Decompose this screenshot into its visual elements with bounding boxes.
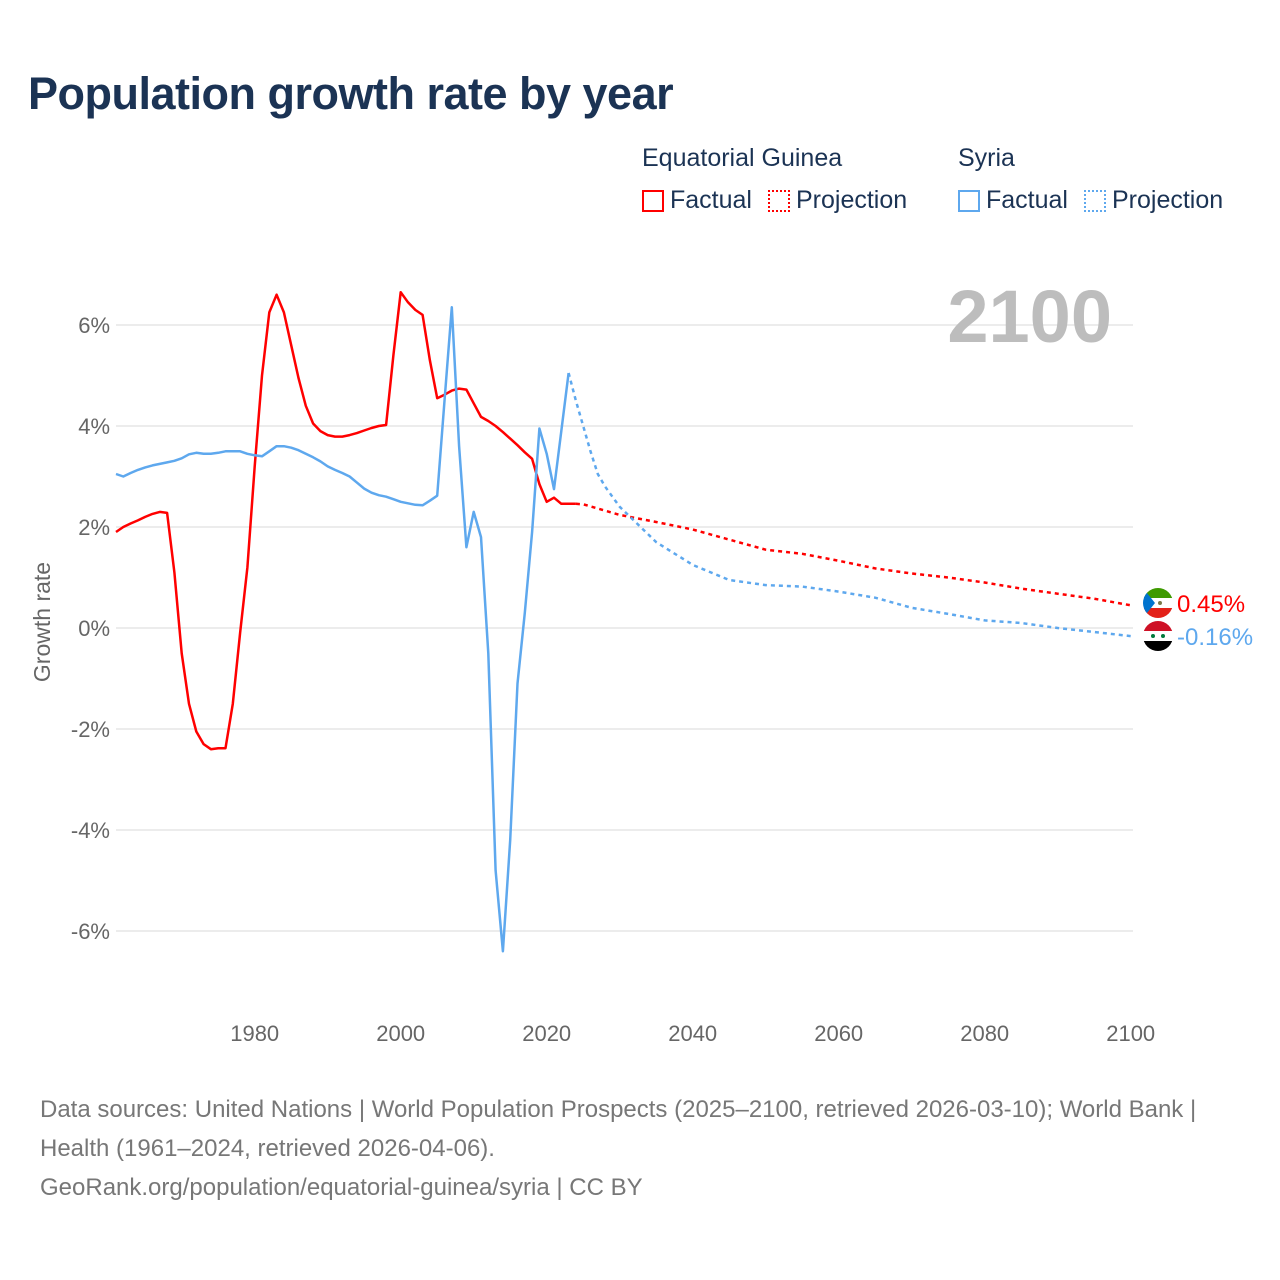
- legend-group-equatorial-guinea: Equatorial Guinea Factual Projection: [642, 144, 907, 215]
- legend-group-name: Equatorial Guinea: [642, 144, 843, 172]
- legend-group-name: Syria: [958, 144, 1015, 172]
- source-line-2[interactable]: GeoRank.org/population/equatorial-guinea…: [40, 1174, 643, 1201]
- y-tick-label: -4%: [71, 818, 110, 843]
- legend-item-syria-factual[interactable]: Factual: [958, 186, 1068, 215]
- equatorial-guinea-projection-line: [575, 502, 1131, 607]
- dotted-swatch-icon: [1083, 189, 1106, 212]
- x-tick-label: 2100: [1106, 1021, 1155, 1046]
- equatorial-guinea-end-value-label: 0.45%: [1177, 591, 1245, 618]
- equatorial-guinea-factual-line: [115, 290, 576, 751]
- y-tick-label: -2%: [71, 717, 110, 742]
- y-tick-label: 0%: [78, 616, 110, 641]
- y-tick-label: -6%: [71, 919, 110, 944]
- y-tick-label: 6%: [78, 313, 110, 338]
- legend-label: Projection: [1111, 186, 1224, 214]
- legend-item-eg-factual[interactable]: Factual: [642, 186, 752, 215]
- source-line-1: Data sources: United Nations | World Pop…: [40, 1096, 1197, 1162]
- syria-projection-line: [567, 372, 1131, 638]
- syria-end-value-label: -0.16%: [1177, 624, 1253, 651]
- solid-swatch-icon: [958, 189, 980, 212]
- legend-item-syria-projection[interactable]: Projection: [1083, 186, 1224, 215]
- x-tick-label: 1980: [230, 1021, 279, 1046]
- y-tick-label: 4%: [78, 414, 110, 439]
- x-tick-label: 2040: [668, 1021, 717, 1046]
- x-tick-label: 2080: [960, 1021, 1009, 1046]
- syria-factual-line: [115, 306, 570, 953]
- legend-group-syria: Syria Factual Projection: [958, 144, 1223, 215]
- y-tick-label: 2%: [78, 515, 110, 540]
- solid-swatch-icon: [642, 189, 664, 212]
- x-tick-label: 2020: [522, 1021, 571, 1046]
- y-axis-label: Growth rate: [29, 562, 55, 682]
- legend-label: Factual: [986, 186, 1068, 214]
- syria-flag-icon: [1143, 621, 1173, 651]
- x-tick-label: 2060: [814, 1021, 863, 1046]
- legend-label: Projection: [795, 186, 908, 214]
- dotted-swatch-icon: [767, 189, 790, 212]
- equatorial-guinea-flag-icon: [1143, 588, 1173, 618]
- legend-label: Factual: [670, 186, 752, 214]
- x-tick-label: 2000: [376, 1021, 425, 1046]
- legend-item-eg-projection[interactable]: Projection: [767, 186, 908, 215]
- year-watermark: 2100: [947, 275, 1112, 358]
- source-note: Data sources: United Nations | World Pop…: [40, 1090, 1240, 1207]
- chart-title: Population growth rate by year: [28, 68, 674, 119]
